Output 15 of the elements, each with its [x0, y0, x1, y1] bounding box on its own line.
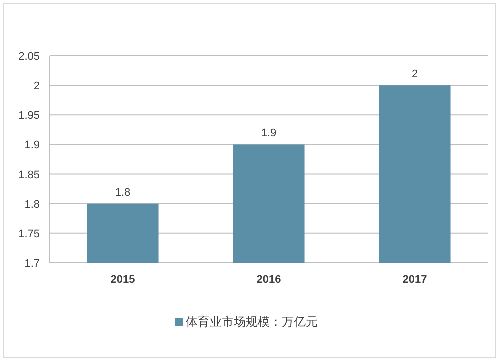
y-tick-label: 1.85 — [18, 169, 40, 182]
y-tick-label: 1.9 — [24, 140, 40, 152]
y-tick-label: 1.95 — [18, 110, 40, 122]
y-tick-label: 1.7 — [24, 258, 40, 270]
y-tick-label: 2.05 — [18, 51, 40, 63]
x-tick-label: 2015 — [110, 274, 136, 286]
data-label: 2 — [412, 68, 418, 81]
y-tick-label: 1.8 — [24, 198, 40, 211]
y-tick-label: 2 — [34, 80, 40, 93]
x-tick-label: 2016 — [256, 274, 282, 286]
x-tick-label: 2017 — [402, 274, 428, 286]
legend-label: 体育业市场规模：万亿元 — [186, 315, 318, 329]
y-tick-label: 1.75 — [18, 228, 40, 240]
data-label: 1.9 — [261, 128, 277, 140]
data-label: 1.8 — [115, 186, 131, 199]
